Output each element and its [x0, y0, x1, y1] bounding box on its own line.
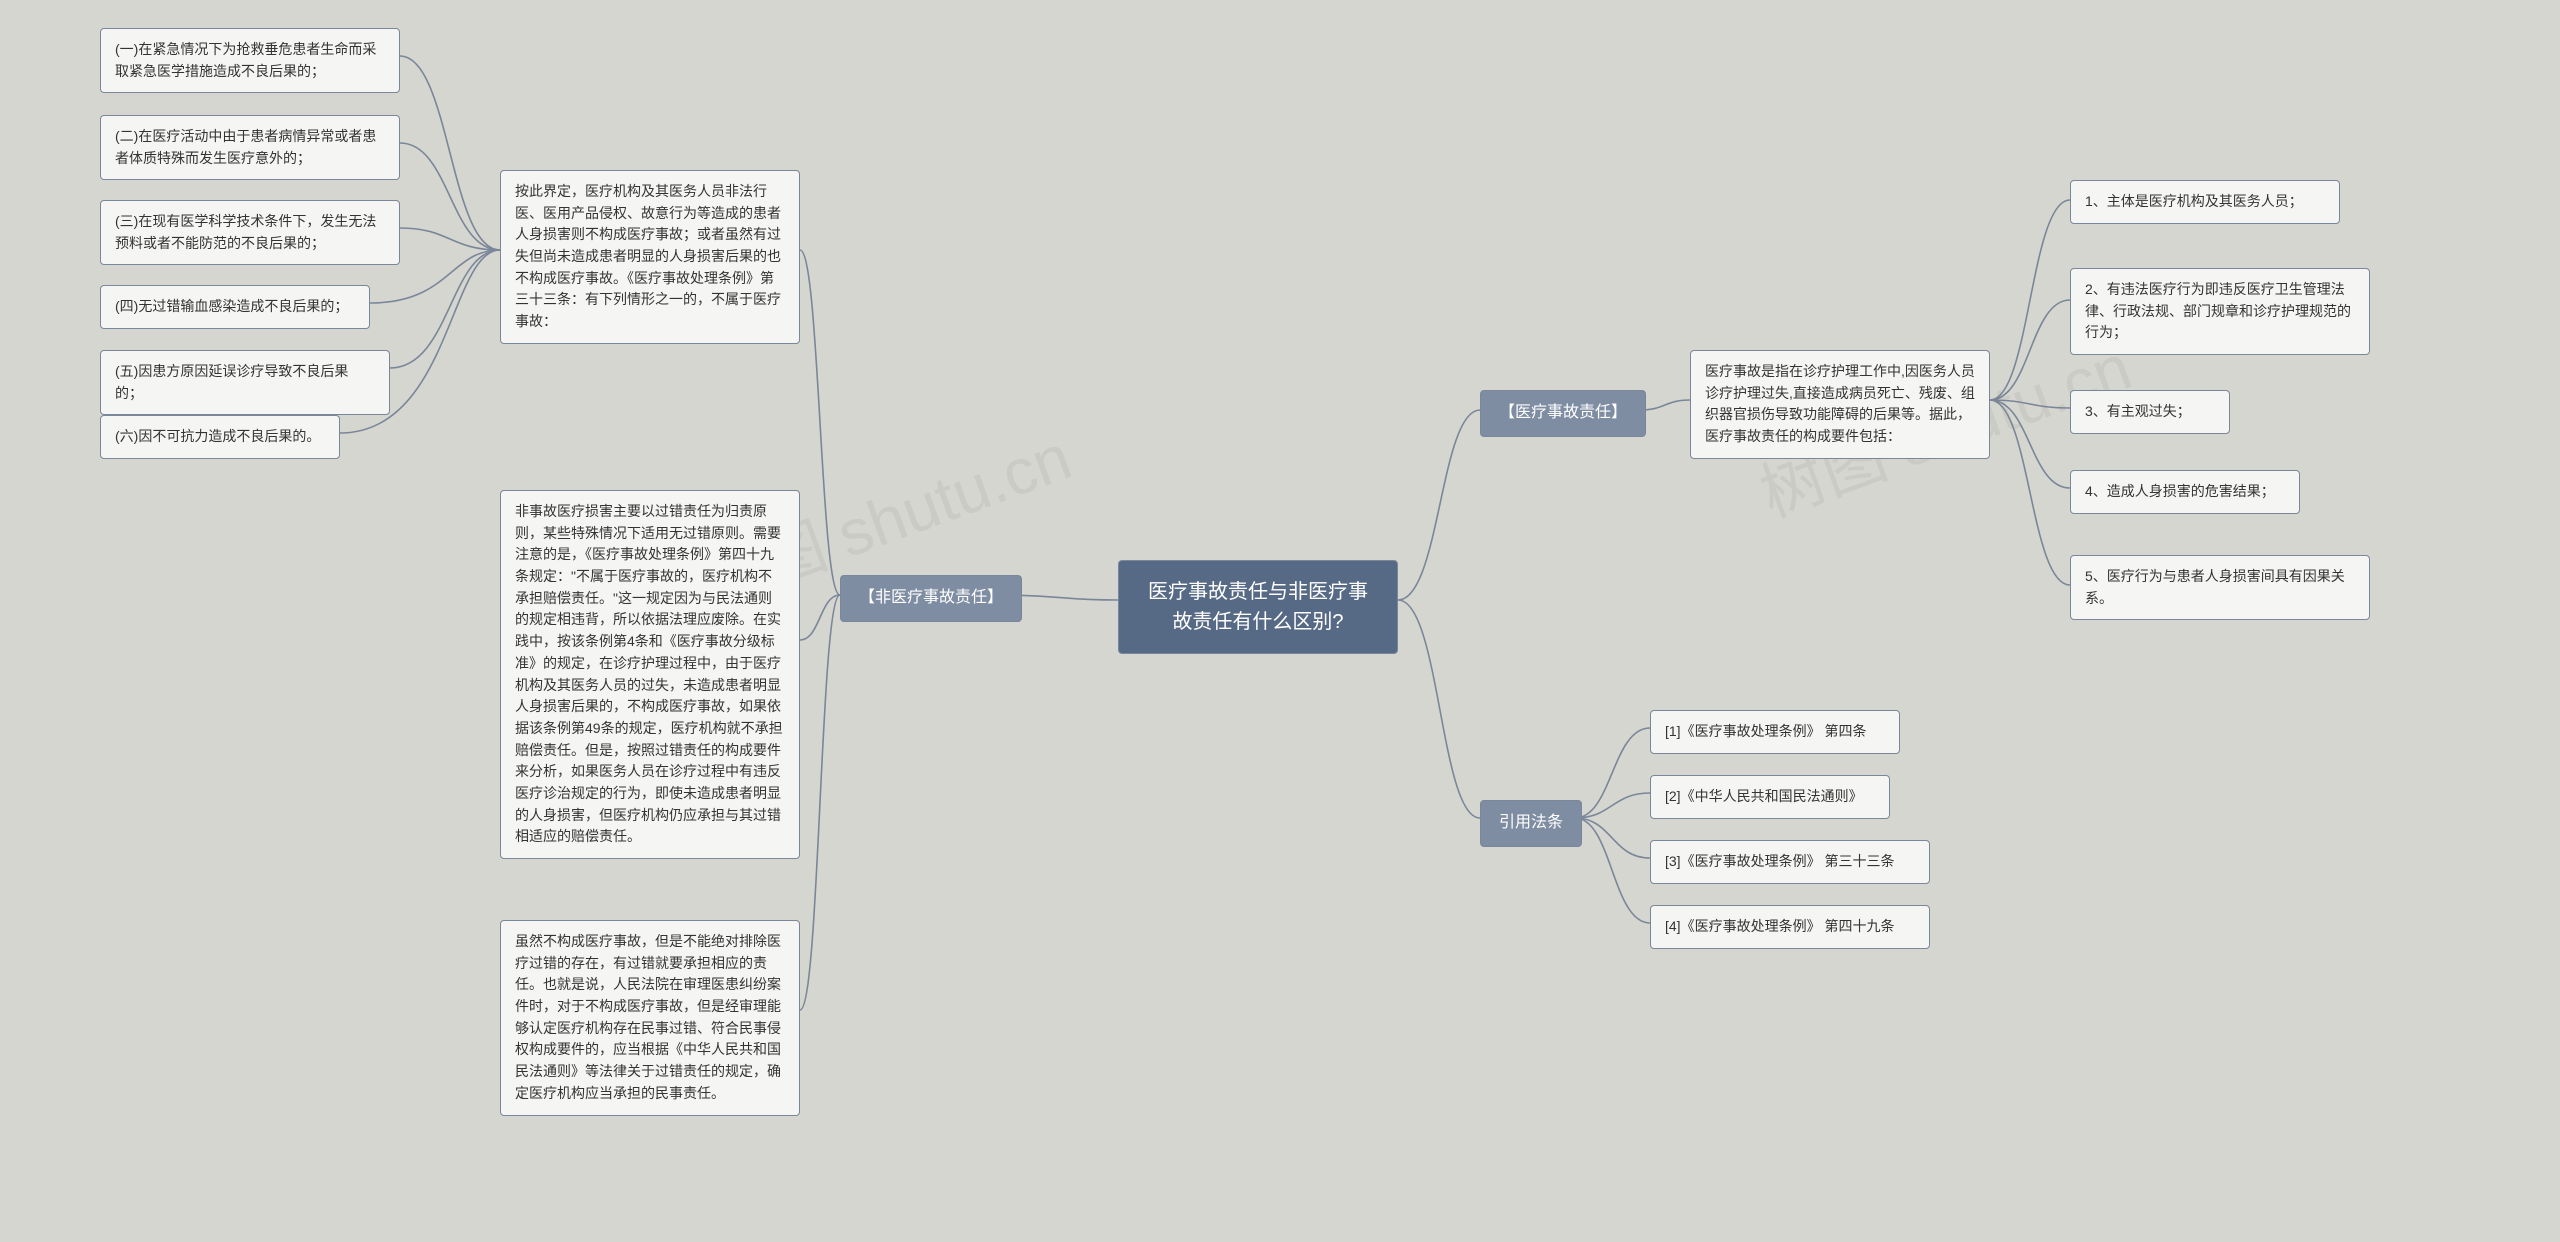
branch-non-medical-liability[interactable]: 【非医疗事故责任】 [840, 575, 1022, 622]
l1a-child-5[interactable]: (五)因患方原因延误诊疗导致不良后果的； [100, 350, 390, 415]
mindmap-canvas: 树图 shutu.cn 树图 shutu.cn 医疗事故责任与非医疗事故责任有什… [0, 0, 2560, 1242]
r2-child-3[interactable]: [3]《医疗事故处理条例》 第三十三条 [1650, 840, 1930, 884]
r1-child-2[interactable]: 2、有违法医疗行为即违反医疗卫生管理法律、行政法规、部门规章和诊疗护理规范的行为… [2070, 268, 2370, 355]
l1a-node[interactable]: 按此界定，医疗机构及其医务人员非法行医、医用产品侵权、故意行为等造成的患者人身损… [500, 170, 800, 344]
r1-child-5[interactable]: 5、医疗行为与患者人身损害间具有因果关系。 [2070, 555, 2370, 620]
root-node[interactable]: 医疗事故责任与非医疗事故责任有什么区别? [1118, 560, 1398, 654]
l1a-child-1[interactable]: (一)在紧急情况下为抢救垂危患者生命而采取紧急医学措施造成不良后果的； [100, 28, 400, 93]
l1a-child-2[interactable]: (二)在医疗活动中由于患者病情异常或者患者体质特殊而发生医疗意外的； [100, 115, 400, 180]
desc-medical-liability[interactable]: 医疗事故是指在诊疗护理工作中,因医务人员诊疗护理过失,直接造成病员死亡、残废、组… [1690, 350, 1990, 459]
r2-child-2[interactable]: [2]《中华人民共和国民法通则》 [1650, 775, 1890, 819]
branch-citations[interactable]: 引用法条 [1480, 800, 1582, 847]
r2-child-4[interactable]: [4]《医疗事故处理条例》 第四十九条 [1650, 905, 1930, 949]
branch-medical-liability[interactable]: 【医疗事故责任】 [1480, 390, 1646, 437]
l1b-node[interactable]: 非事故医疗损害主要以过错责任为归责原则，某些特殊情况下适用无过错原则。需要注意的… [500, 490, 800, 859]
r1-child-1[interactable]: 1、主体是医疗机构及其医务人员； [2070, 180, 2340, 224]
l1a-child-6[interactable]: (六)因不可抗力造成不良后果的。 [100, 415, 340, 459]
r1-child-4[interactable]: 4、造成人身损害的危害结果； [2070, 470, 2300, 514]
l1c-node[interactable]: 虽然不构成医疗事故，但是不能绝对排除医疗过错的存在，有过错就要承担相应的责任。也… [500, 920, 800, 1116]
l1a-child-3[interactable]: (三)在现有医学科学技术条件下，发生无法预料或者不能防范的不良后果的； [100, 200, 400, 265]
l1a-child-4[interactable]: (四)无过错输血感染造成不良后果的； [100, 285, 370, 329]
r2-child-1[interactable]: [1]《医疗事故处理条例》 第四条 [1650, 710, 1900, 754]
r1-child-3[interactable]: 3、有主观过失； [2070, 390, 2230, 434]
